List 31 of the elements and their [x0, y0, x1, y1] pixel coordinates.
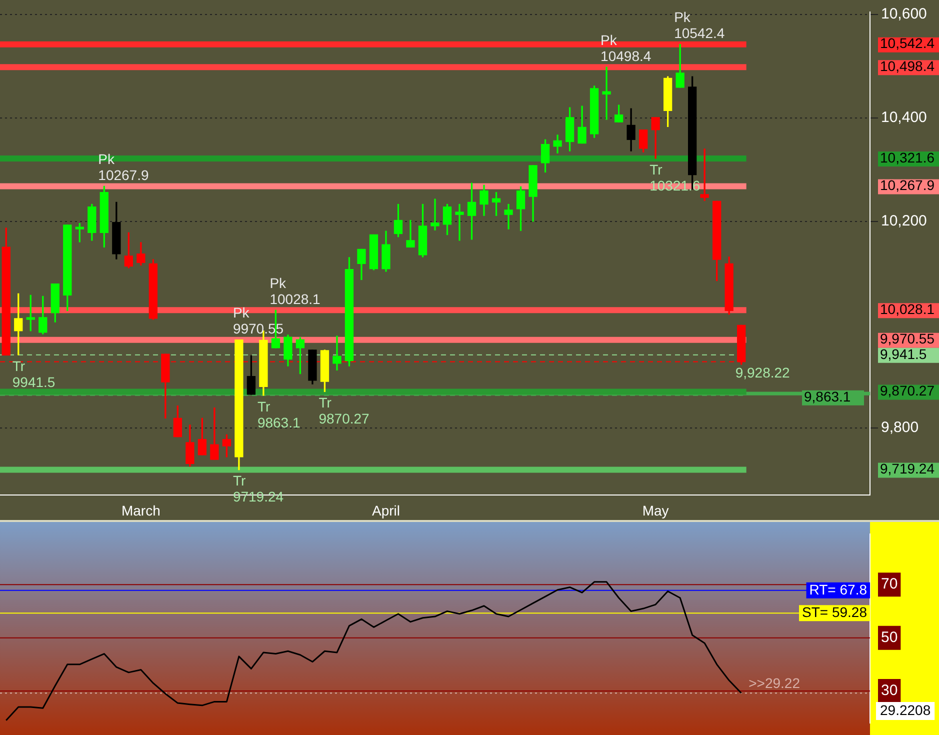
y-tick-label: 10,600 — [881, 6, 927, 23]
y-tick-label: 9,800 — [881, 419, 919, 436]
y-tick-label: 10,200 — [881, 212, 927, 230]
y2-tick-label: 10,321.6 — [880, 149, 935, 166]
y2-tick-label: 10,028.1 — [880, 300, 935, 317]
y2-tick-label: 9,941.5 — [880, 346, 927, 362]
ref-line-label: Pk 10028.1 — [270, 274, 321, 307]
x-tick-label: April — [372, 502, 400, 518]
ref-line-label: Tr 9870.27 — [318, 394, 370, 427]
y2-tick-label: 10,267.9 — [880, 177, 935, 194]
y-tick-label: 70 — [881, 576, 898, 593]
ref-line-label: >>29.22 — [748, 674, 800, 691]
text: 29.2208 — [880, 702, 931, 718]
ref-line-label: Pk 10267.9 — [98, 151, 149, 184]
x-tick-label: May — [642, 502, 669, 518]
ref-line-label: Tr 9941.5 — [12, 358, 56, 390]
y-tick-label: 30 — [881, 682, 898, 700]
x-tick-label: March — [121, 502, 160, 518]
ref-line-label: ST= 59.28 — [802, 604, 868, 620]
y2-tick-label: 10,498.4 — [880, 58, 935, 74]
ref-line-label: Tr 9863.1 — [257, 398, 300, 430]
y2-tick-label: 9,970.55 — [880, 330, 935, 347]
y-tick-label: 50 — [881, 628, 898, 646]
y2-tick-label: 10,542.4 — [880, 35, 935, 52]
ref-line-label: Pk 10542.4 — [674, 9, 725, 42]
band-label: 9,863.1 — [804, 388, 851, 404]
ref-line-label: RT= 67.8 — [809, 581, 868, 598]
y2-tick-label: 9,870.27 — [880, 382, 935, 399]
ref-line-label: 9,928.22 — [735, 364, 790, 381]
y2-tick-label: 9,719.24 — [880, 460, 935, 477]
y-tick-label: 10,400 — [881, 109, 927, 126]
